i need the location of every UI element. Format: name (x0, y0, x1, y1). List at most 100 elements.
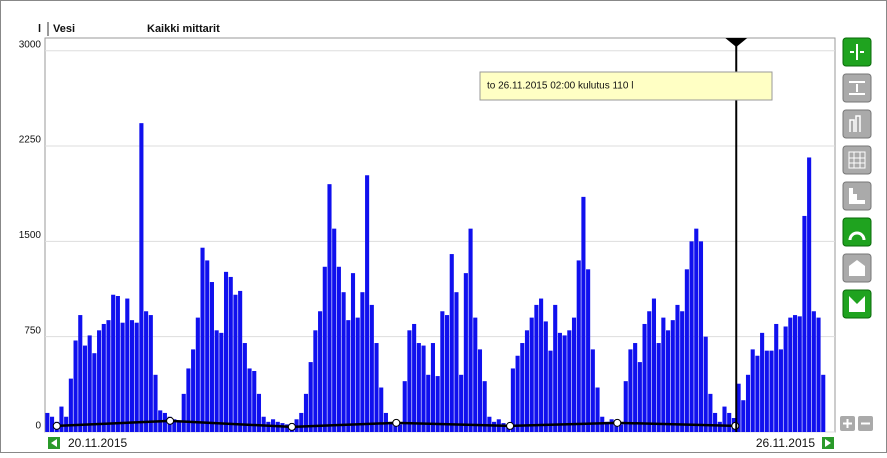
bar (666, 330, 671, 432)
bar (647, 311, 652, 432)
bar (247, 368, 252, 432)
bar (332, 228, 337, 432)
bar (233, 294, 238, 432)
bar (214, 330, 219, 432)
bar (111, 294, 116, 432)
bar (501, 423, 506, 432)
y-tick-label: 0 (35, 421, 41, 432)
subtitle: Kaikki mittarit (147, 23, 220, 35)
bar (209, 282, 214, 432)
tool-button[interactable] (842, 109, 872, 139)
icon (849, 260, 865, 276)
tooltip-text: to 26.11.2015 02:00 kulutus 110 l (487, 81, 633, 92)
bar (529, 317, 534, 432)
bar (567, 330, 572, 432)
bar (242, 343, 247, 432)
bar (59, 406, 64, 432)
bar (651, 298, 657, 432)
bar (774, 323, 779, 432)
bar (402, 381, 407, 432)
bar (350, 273, 356, 432)
bar (821, 374, 826, 432)
bar (139, 123, 144, 432)
bar (412, 323, 417, 432)
bar (162, 412, 167, 432)
bar (285, 424, 290, 432)
bar (397, 424, 403, 432)
chart-layer: 0 750 1500 2250 3000 to 26.11.2015 02:00 kulu… (19, 38, 835, 433)
bar (318, 311, 323, 432)
bar (45, 412, 50, 432)
bar (200, 247, 205, 432)
bar (571, 317, 577, 432)
bar (778, 349, 783, 432)
bar (595, 387, 600, 432)
bar (590, 349, 595, 432)
bar (129, 320, 135, 432)
y-tick-label: 1500 (19, 230, 42, 241)
bar (435, 376, 440, 432)
cursor-handle (725, 38, 748, 47)
bar (524, 330, 530, 432)
bar (764, 350, 769, 432)
bar (670, 320, 675, 432)
bar (539, 298, 544, 432)
bar (92, 353, 97, 432)
bar (553, 304, 558, 432)
bar (82, 345, 88, 432)
bar (477, 349, 483, 432)
bar (440, 311, 445, 432)
bar (346, 320, 351, 432)
bar (811, 311, 816, 432)
bar (548, 350, 553, 432)
bar (454, 292, 459, 432)
bar (379, 387, 384, 432)
bar (445, 315, 450, 432)
bar (543, 321, 548, 432)
bar (407, 330, 412, 432)
bar (628, 349, 633, 432)
bar (393, 424, 398, 432)
bar (802, 215, 807, 432)
bar (637, 362, 642, 432)
bar (73, 340, 78, 432)
bar (322, 266, 327, 432)
bar (769, 350, 774, 432)
bar (792, 315, 798, 432)
bar (365, 175, 370, 432)
bar (299, 412, 304, 432)
bar (633, 343, 638, 432)
bar (623, 381, 628, 432)
bar (313, 330, 318, 432)
bar (703, 336, 708, 432)
bar (482, 381, 487, 432)
bar (308, 362, 313, 432)
bar (788, 317, 793, 432)
tool-button[interactable] (842, 145, 872, 175)
bar (760, 332, 765, 432)
bar (421, 345, 426, 432)
bar (468, 228, 473, 432)
bar (797, 316, 802, 432)
bar (576, 260, 581, 432)
bar (153, 374, 158, 432)
bar (656, 343, 661, 432)
bar (609, 419, 614, 432)
bar (473, 317, 478, 432)
plot-area (44, 37, 836, 433)
title: Vesi (53, 23, 75, 35)
bar (684, 269, 689, 432)
bar (581, 196, 586, 432)
end-date: 26.11.2015 (756, 436, 815, 450)
bar (195, 317, 200, 432)
bar (101, 323, 106, 432)
bar (642, 323, 647, 432)
baseline-point (506, 421, 515, 430)
bar (661, 317, 666, 432)
bar (186, 368, 191, 432)
baseline-point (166, 416, 175, 425)
icon (849, 115, 861, 132)
bar (492, 421, 497, 432)
y-tick-label: 3000 (19, 39, 42, 50)
bar (125, 298, 130, 432)
